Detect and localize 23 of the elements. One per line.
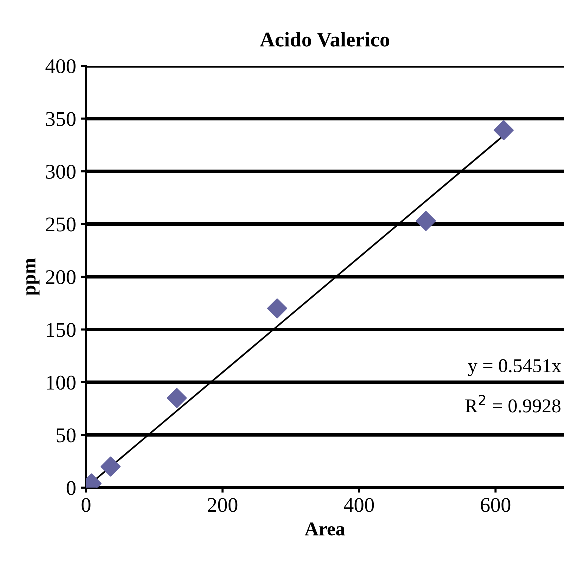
y-tick-label: 100 — [47, 376, 76, 390]
y-tick-label: 250 — [46, 218, 76, 232]
annotation: R$^{2}$ = 0.9928 — [466, 394, 561, 413]
y-tick-label: 50 — [56, 428, 76, 443]
point — [100, 456, 121, 477]
y-tick-label: 0 — [66, 481, 76, 496]
point — [267, 298, 288, 319]
x-tick-label: 600 — [481, 498, 511, 512]
x-tick-label: 200 — [208, 498, 238, 512]
y-tick-label: 350 — [46, 112, 76, 126]
y-axis-title: ppm — [26, 258, 40, 296]
x-tick-label: 0 — [82, 498, 91, 512]
y-tick-label: 200 — [46, 270, 76, 284]
point — [494, 120, 514, 140]
point — [167, 388, 188, 408]
x-tick-label: 400 — [344, 498, 374, 512]
y-tick-label: 400 — [46, 59, 76, 74]
y-tick-label: 300 — [46, 164, 76, 180]
y-tick-label: 150 — [47, 323, 76, 338]
chart-title: Acido Valerico — [260, 32, 390, 47]
point — [416, 211, 436, 232]
annotation: y = 0.5451x — [468, 359, 562, 377]
x-axis-title: Area — [304, 522, 346, 536]
